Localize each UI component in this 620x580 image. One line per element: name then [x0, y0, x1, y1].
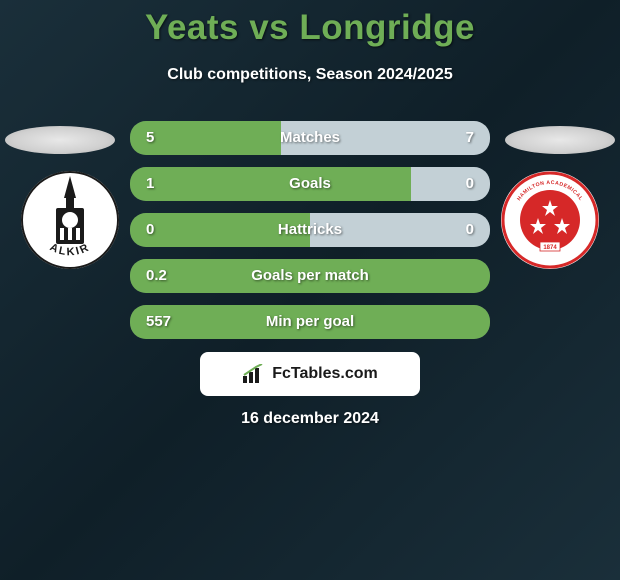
svg-text:1874: 1874 — [543, 245, 557, 251]
stats-column: 5 Matches 7 1 Goals 0 0 Hattricks 0 0.2 … — [130, 121, 490, 351]
stat-right-value: 0 — [466, 213, 474, 247]
watermark: FcTables.com — [200, 352, 420, 396]
page-title: Yeats vs Longridge — [0, 0, 620, 48]
stat-bar-goals: 1 Goals 0 — [130, 167, 490, 201]
bars-icon — [242, 364, 266, 384]
stat-bar-min-per-goal: 557 Min per goal — [130, 305, 490, 339]
left-shadow-ellipse — [5, 126, 115, 154]
stat-right-value: 0 — [466, 167, 474, 201]
stat-label: Goals — [130, 167, 490, 201]
subtitle: Club competitions, Season 2024/2025 — [0, 66, 620, 84]
stat-right-value: 7 — [466, 121, 474, 155]
date-text: 16 december 2024 — [0, 410, 620, 428]
right-shadow-ellipse — [505, 126, 615, 154]
stat-label: Goals per match — [130, 259, 490, 293]
stat-label: Hattricks — [130, 213, 490, 247]
left-team-crest: ALKIR — [20, 170, 120, 270]
stat-bar-matches: 5 Matches 7 — [130, 121, 490, 155]
right-team-crest: HAMILTON ACADEMICAL FOOTBALL CLUB 1874 — [500, 170, 600, 270]
stat-bar-goals-per-match: 0.2 Goals per match — [130, 259, 490, 293]
stat-bar-hattricks: 0 Hattricks 0 — [130, 213, 490, 247]
stat-label: Min per goal — [130, 305, 490, 339]
stat-label: Matches — [130, 121, 490, 155]
watermark-text: FcTables.com — [272, 365, 378, 383]
